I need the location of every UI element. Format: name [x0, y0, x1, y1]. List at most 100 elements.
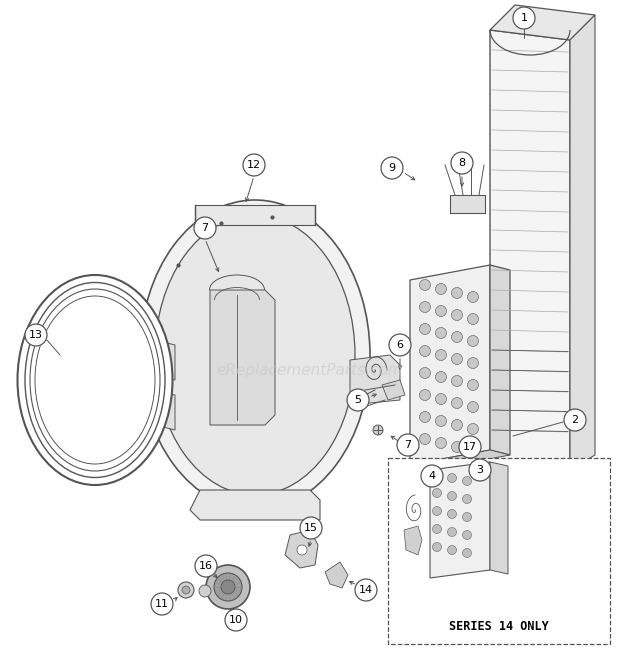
Circle shape [433, 489, 441, 497]
Text: 2: 2 [572, 415, 578, 425]
Circle shape [194, 217, 216, 239]
Circle shape [435, 371, 446, 382]
Polygon shape [430, 462, 490, 578]
Circle shape [513, 7, 535, 29]
Text: 10: 10 [229, 615, 243, 625]
Circle shape [420, 434, 430, 444]
Polygon shape [490, 265, 510, 455]
Text: 7: 7 [202, 223, 208, 233]
Circle shape [435, 438, 446, 448]
Text: 5: 5 [355, 395, 361, 405]
Polygon shape [155, 340, 175, 380]
Text: 14: 14 [359, 585, 373, 595]
Circle shape [420, 412, 430, 422]
Polygon shape [210, 290, 275, 425]
Polygon shape [325, 562, 348, 588]
Polygon shape [404, 526, 422, 555]
Circle shape [435, 284, 446, 295]
Circle shape [451, 376, 463, 386]
Text: 6: 6 [397, 340, 404, 350]
Polygon shape [490, 462, 508, 574]
Polygon shape [490, 30, 570, 470]
Circle shape [297, 545, 307, 555]
Circle shape [448, 509, 456, 519]
Text: 13: 13 [29, 330, 43, 340]
Circle shape [397, 434, 419, 456]
Circle shape [463, 495, 471, 503]
Text: 16: 16 [199, 561, 213, 571]
Bar [450, 195, 485, 213]
Circle shape [221, 580, 235, 594]
Text: 7: 7 [404, 440, 412, 450]
Circle shape [463, 548, 471, 558]
Circle shape [448, 546, 456, 554]
Circle shape [463, 531, 471, 539]
Text: 8: 8 [458, 158, 466, 168]
Circle shape [199, 585, 211, 597]
Circle shape [467, 446, 479, 457]
Polygon shape [285, 530, 318, 568]
Text: eReplacementParts.com: eReplacementParts.com [216, 363, 404, 378]
Text: 15: 15 [304, 523, 318, 533]
Text: 3: 3 [477, 465, 484, 475]
Circle shape [300, 517, 322, 539]
Circle shape [420, 323, 430, 335]
Circle shape [448, 527, 456, 537]
Polygon shape [490, 460, 580, 500]
Circle shape [151, 593, 173, 615]
Circle shape [467, 291, 479, 303]
Circle shape [463, 513, 471, 521]
Circle shape [433, 542, 441, 552]
Circle shape [420, 301, 430, 313]
Circle shape [435, 416, 446, 426]
Circle shape [421, 465, 443, 487]
Circle shape [564, 409, 586, 431]
Circle shape [420, 280, 430, 291]
Circle shape [451, 398, 463, 408]
Circle shape [448, 473, 456, 483]
Text: 4: 4 [428, 471, 436, 481]
Circle shape [206, 565, 250, 609]
Circle shape [381, 157, 403, 179]
Polygon shape [190, 490, 320, 520]
Circle shape [451, 420, 463, 430]
Circle shape [451, 309, 463, 321]
Circle shape [178, 582, 194, 598]
Text: SERIES 14 ONLY: SERIES 14 ONLY [449, 620, 549, 633]
Circle shape [182, 586, 190, 594]
Circle shape [435, 305, 446, 317]
Polygon shape [195, 205, 315, 225]
Circle shape [467, 335, 479, 347]
Bar [388, 458, 610, 644]
Circle shape [451, 331, 463, 343]
Polygon shape [410, 450, 510, 470]
Circle shape [448, 491, 456, 501]
Polygon shape [410, 265, 490, 465]
Circle shape [214, 573, 242, 601]
Circle shape [420, 367, 430, 378]
Circle shape [243, 154, 265, 176]
Text: 12: 12 [247, 160, 261, 170]
Ellipse shape [17, 275, 172, 485]
Circle shape [467, 313, 479, 325]
Polygon shape [350, 355, 400, 405]
Circle shape [195, 555, 217, 577]
Text: 17: 17 [463, 442, 477, 452]
Circle shape [451, 442, 463, 452]
Circle shape [435, 349, 446, 361]
Text: 9: 9 [389, 163, 396, 173]
Polygon shape [490, 5, 595, 40]
Circle shape [433, 525, 441, 533]
Circle shape [467, 357, 479, 369]
Circle shape [463, 477, 471, 485]
Ellipse shape [155, 215, 355, 495]
Circle shape [225, 609, 247, 631]
Circle shape [435, 394, 446, 404]
Circle shape [347, 389, 369, 411]
Polygon shape [570, 15, 595, 470]
Circle shape [389, 334, 411, 356]
Circle shape [433, 507, 441, 515]
Circle shape [25, 324, 47, 346]
Circle shape [451, 152, 473, 174]
Text: 11: 11 [155, 599, 169, 609]
